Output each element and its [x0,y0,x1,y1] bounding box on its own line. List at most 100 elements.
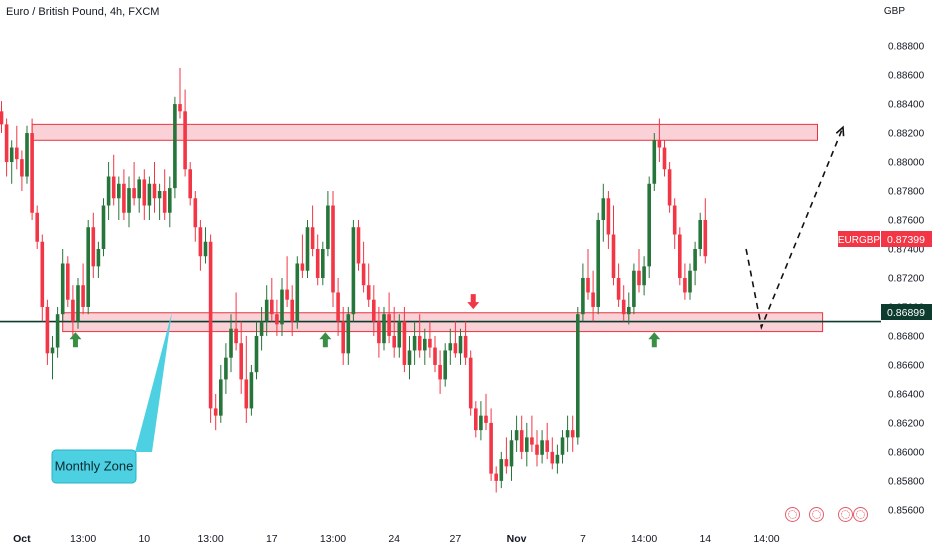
candle-body [387,314,391,336]
candle-body [596,220,600,307]
candle-body [157,191,162,199]
candle-body [514,430,519,441]
candle-body [275,314,279,325]
y-tick-label: 0.86200 [888,418,925,429]
candle-body [565,430,570,438]
economic-event-icon[interactable] [785,507,800,522]
candle-body [428,338,432,348]
candle-body [229,328,233,358]
candle-body [35,212,39,242]
candle-body [468,357,473,409]
candle-body [300,263,305,271]
candle-body [356,227,361,264]
economic-event-icon[interactable] [838,507,853,522]
line-price-badge [881,304,932,320]
price-axis[interactable]: 0.88800 0.88600 0.88400 0.88200 0.88000 0.878… [888,42,925,517]
x-tick-label: 14:00 [753,533,779,545]
projection-layer [745,125,845,331]
x-tick-label: Nov [507,533,527,545]
candle-body [270,299,274,315]
candle-body [341,321,345,354]
candle-body [642,266,646,286]
candle-body [137,179,141,199]
candle-body [264,299,269,322]
y-tick-label: 0.86000 [888,447,925,458]
candle-body [127,188,131,213]
candle-body [76,285,80,322]
y-tick-label: 0.86800 [888,331,925,342]
candle-body [66,263,70,300]
x-tick-label: 13:00 [70,533,96,545]
candle-body [15,147,19,160]
x-tick-label: 14 [699,533,711,545]
candle-body [494,473,498,481]
monthly-zone-callout[interactable]: Monthly Zone [51,312,172,484]
candle-body [683,277,687,293]
candle-body [372,299,376,322]
candle-body [484,415,488,423]
candle-body [627,306,631,315]
candle-body [688,270,692,293]
candle-body [662,147,667,170]
candle-body [71,299,75,322]
candle-body [423,338,427,351]
candle-body [540,440,544,455]
candle-body [20,159,24,177]
candle-body [678,234,682,278]
candle-body [560,437,565,455]
candle-body [106,176,111,206]
candle-body [346,314,351,354]
candle-body [285,289,289,300]
candle-body [489,422,493,474]
candle-body [336,292,340,322]
y-tick-label: 0.88600 [888,71,925,82]
candle-body [183,111,187,170]
candle-body [249,372,254,409]
candle-body [315,248,320,278]
candle-body [458,335,463,354]
candle-body [30,133,34,213]
candle-body [351,227,356,315]
candle-body [0,111,4,125]
candle-body [219,379,223,416]
x-tick-label: 17 [266,533,278,545]
candle-body [45,306,50,354]
candle-body [91,227,96,267]
candle-body [142,179,147,206]
candle-body [96,248,101,267]
candle-body [576,314,580,438]
candle-body [606,198,611,235]
candle-body [703,220,708,257]
up-arrow-icon [319,332,332,348]
candle-body [499,459,504,481]
candle-body [417,335,422,351]
y-tick-label: 0.88400 [888,100,925,111]
candle-body [55,314,60,348]
x-tick-label: 13:00 [197,533,223,545]
y-tick-label: 0.88000 [888,158,925,169]
time-axis[interactable]: Oct 13:00 10 13:00 17 13:00 24 27 Nov 7 14:00 14 14:… [13,533,780,545]
economic-event-icon[interactable] [809,507,824,522]
x-tick-label: 7 [580,533,586,545]
symbol-label: EURGBP [838,235,881,246]
y-tick-label: 0.87800 [888,187,925,198]
candle-body [591,292,595,307]
economic-event-icon[interactable] [853,507,868,522]
candle-body [188,169,192,199]
candle-body [81,285,85,307]
y-tick-label: 0.87200 [888,273,925,284]
candle-body [433,347,437,365]
candle-body [111,176,116,199]
candle-body [402,321,407,365]
candle-body [632,270,636,307]
callout-tail [135,312,172,452]
candle-body [208,241,213,409]
candle-body [234,328,238,344]
candle-body [407,350,412,365]
candle-body [647,183,651,267]
candle-body [117,183,121,199]
candle-body [382,314,386,344]
candle-body [438,364,442,380]
y-tick-label: 0.85600 [888,505,925,516]
